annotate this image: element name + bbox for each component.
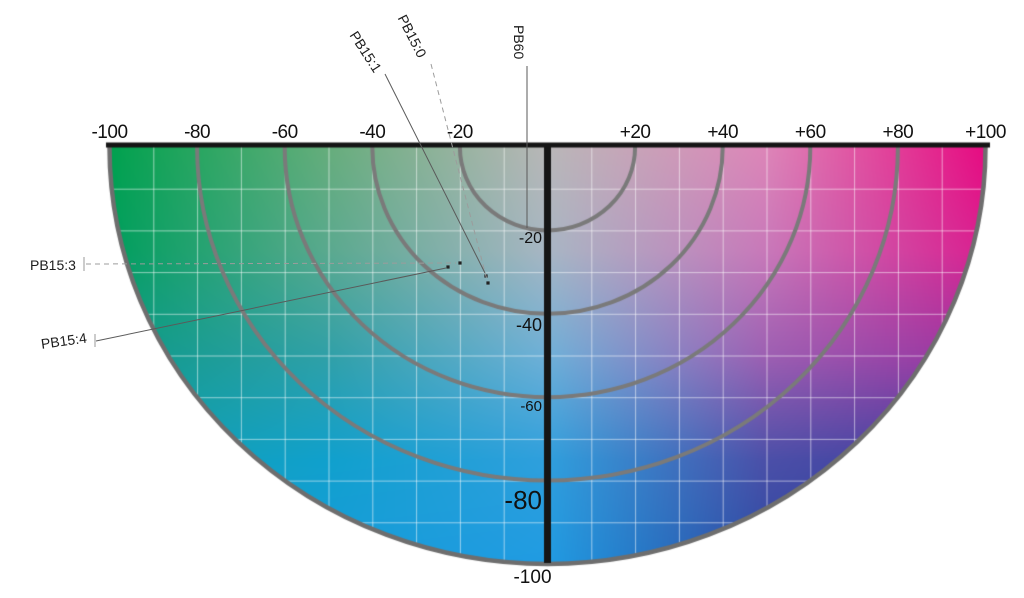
x-tick-label: -100 (91, 122, 128, 143)
x-tick-label: -20 (446, 122, 473, 143)
y-tick-label: -40 (515, 315, 542, 335)
x-tick-label: +20 (619, 122, 651, 143)
x-tick-label: +60 (794, 122, 826, 143)
y-tick-label: -80 (504, 485, 542, 515)
y-tick-label: -20 (518, 230, 542, 247)
x-tick-label: +80 (882, 122, 914, 143)
y-tick-label: -100 (513, 567, 552, 588)
pigment-label-pb60: PB60 (511, 25, 527, 60)
x-tick-label: -60 (271, 122, 298, 143)
y-tick-label: -60 (520, 398, 542, 415)
x-tick-label: +100 (965, 122, 1006, 143)
x-tick-label: -40 (359, 122, 386, 143)
pigment-label-pb15-3: PB15:3 (30, 257, 76, 273)
x-tick-label: -80 (184, 122, 211, 143)
x-tick-label: +40 (707, 122, 739, 143)
